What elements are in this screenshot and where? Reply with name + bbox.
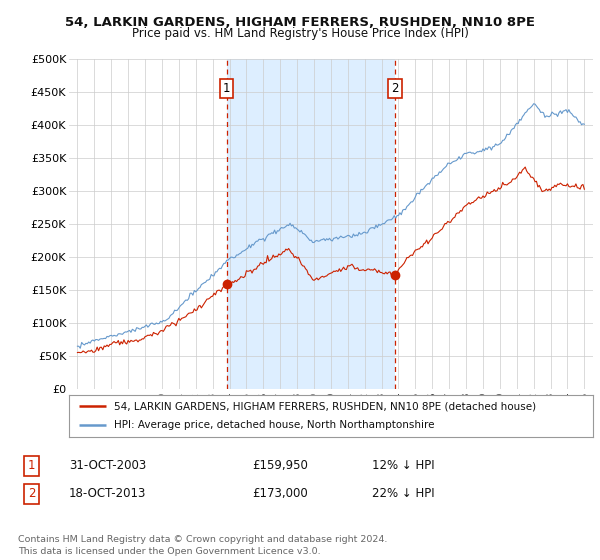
Text: 2: 2 <box>391 82 398 95</box>
Text: 12% ↓ HPI: 12% ↓ HPI <box>372 459 434 473</box>
Text: 54, LARKIN GARDENS, HIGHAM FERRERS, RUSHDEN, NN10 8PE (detached house): 54, LARKIN GARDENS, HIGHAM FERRERS, RUSH… <box>113 401 536 411</box>
Text: 18-OCT-2013: 18-OCT-2013 <box>69 487 146 501</box>
Text: 1: 1 <box>28 459 35 473</box>
Text: 2: 2 <box>28 487 35 501</box>
Text: Contains HM Land Registry data © Crown copyright and database right 2024.
This d: Contains HM Land Registry data © Crown c… <box>18 535 388 556</box>
Text: 22% ↓ HPI: 22% ↓ HPI <box>372 487 434 501</box>
Text: £159,950: £159,950 <box>252 459 308 473</box>
Text: £173,000: £173,000 <box>252 487 308 501</box>
Text: HPI: Average price, detached house, North Northamptonshire: HPI: Average price, detached house, Nort… <box>113 421 434 431</box>
Bar <box>227 59 395 389</box>
Text: 54, LARKIN GARDENS, HIGHAM FERRERS, RUSHDEN, NN10 8PE: 54, LARKIN GARDENS, HIGHAM FERRERS, RUSH… <box>65 16 535 29</box>
Text: Price paid vs. HM Land Registry's House Price Index (HPI): Price paid vs. HM Land Registry's House … <box>131 27 469 40</box>
Text: 1: 1 <box>223 82 230 95</box>
Text: 31-OCT-2003: 31-OCT-2003 <box>69 459 146 473</box>
